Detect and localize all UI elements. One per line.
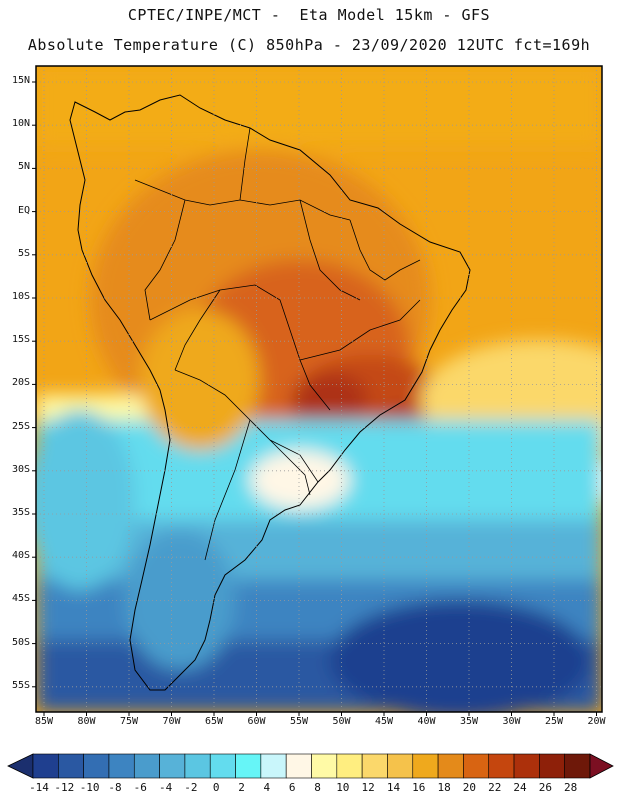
lon-label: 65W [204,716,224,727]
lat-label: 35S [11,507,30,518]
colorbar-segment [83,753,110,779]
country-borders [134,127,421,561]
lon-label: 75W [119,716,139,727]
lon-label: 60W [247,716,266,727]
lat-label: 5S [17,247,30,259]
lat-label: 20S [11,377,30,389]
lat-label: EQ [17,204,30,216]
colorbar-tick-label: 18 [437,781,451,794]
colorbar-segment [184,753,211,779]
colorbar-segment [387,753,414,779]
colorbar-tick-label: -2 [184,781,198,794]
colorbar-over-triangle [589,753,614,779]
lat-label: 55S [11,679,30,691]
lon-label: 25W [544,716,564,727]
lat-label: 15S [11,334,30,346]
tropical-band [36,66,602,146]
colorbar-segment [488,753,515,779]
colorbar-segment [133,753,160,779]
colorbar-segment [336,753,363,779]
colorbar-tick-label: 0 [212,781,220,794]
colorbar-tick-label: 10 [336,781,350,794]
lat-label: 10N [11,118,30,130]
lon-label: 50W [332,716,351,727]
colorbar-under-triangle [7,753,34,779]
colorbar-tick-label: -10 [79,781,100,794]
lat-label: 40S [11,550,30,562]
hot-spot-1 [292,372,368,428]
uruguay-mild [250,450,350,510]
colorbar-segment [108,753,135,779]
lat-label: 10S [11,291,30,302]
pacific-cool [36,410,135,590]
lat-label: 30S [11,463,30,475]
lon-label: 30W [502,716,521,727]
colorbar-tick-label: -14 [29,781,49,794]
lon-label: 85W [34,716,54,727]
colorbar-segment [159,753,186,779]
lon-label: 55W [289,716,309,727]
colorbar-tick-label: -8 [108,781,122,794]
colorbar-tick-label: -6 [133,781,147,794]
colorbar-tick-label: -12 [54,781,75,794]
colorbar-segment [564,753,591,779]
lat-label: 25S [11,420,30,432]
colorbar-tick-label: 6 [288,781,296,794]
colorbar-segment [463,753,490,779]
colorbar-segment [361,753,388,779]
colorbar-segment [311,753,338,779]
lon-label: 45W [374,716,394,727]
map-frame [35,65,603,713]
colorbar-segment [209,753,236,779]
lon-label: 70W [162,716,181,727]
colorbar-tick-label: 14 [386,781,401,794]
colorbar [7,753,614,779]
lat-label: 50S [11,636,30,648]
colorbar-tick-label: 8 [314,781,321,794]
colorbar-tick-label: 26 [538,781,552,794]
lon-label: 20W [587,716,606,727]
colorbar-tick-label: 4 [263,781,271,794]
colorbar-tick-label: 20 [462,781,477,794]
lon-label: 35W [459,716,479,727]
colorbar-segment [32,753,59,779]
south-america-coastline [69,94,471,691]
colorbar-tick-label: 12 [361,781,375,794]
colorbar-segment [437,753,464,779]
colorbar-tick-label: 24 [513,781,527,794]
colorbar-segment [285,753,312,779]
colorbar-segment [539,753,565,779]
lat-label: 5N [17,161,30,173]
colorbar-tick-label: 2 [238,781,245,794]
colorbar-tick-label: 22 [488,781,502,794]
map-title-line2: Absolute Temperature (C) 850hPa - 23/09/… [27,36,591,54]
lat-label: 15N [11,75,30,86]
lon-label: 80W [77,716,96,727]
colorbar-segment [260,753,287,779]
colorbar-segment [235,753,262,779]
lat-label: 45S [11,593,30,605]
map-title-line1: CPTEC/INPE/MCT - Eta Model 15km - GFS [127,6,491,24]
axis-ticks [32,81,597,716]
colorbar-segment [412,753,439,779]
colorbar-tick-label: 28 [564,781,578,794]
cold-core [330,600,590,712]
colorbar-tick-label: 16 [412,781,426,794]
colorbar-tick-label: -4 [158,781,173,794]
colorbar-segment [58,753,84,779]
colorbar-segment [513,753,540,779]
lon-label: 40W [417,716,436,727]
